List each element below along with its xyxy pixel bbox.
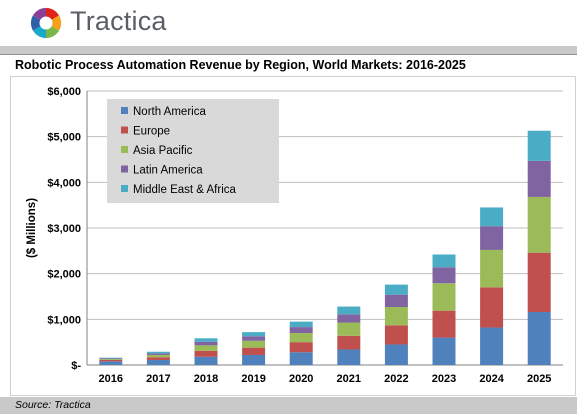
chart-title: Robotic Process Automation Revenue by Re… <box>15 58 466 72</box>
bar-segment <box>527 312 551 365</box>
bar-segment <box>527 160 551 197</box>
bar-segment <box>194 350 218 357</box>
bar-segment <box>384 294 408 308</box>
bar-segment <box>289 342 313 353</box>
header: Tractica <box>0 0 577 46</box>
bar-segment <box>99 359 123 362</box>
bar-segment <box>194 338 218 342</box>
bar-segment <box>242 332 266 337</box>
bar-segment <box>242 354 266 365</box>
x-tick-label: 2024 <box>479 373 504 385</box>
bar-segment <box>480 287 504 328</box>
x-tick-label: 2016 <box>99 373 123 385</box>
legend-swatch <box>121 107 128 114</box>
y-axis-title: ($ Millions) <box>26 198 38 258</box>
y-tick-label: $6,000 <box>47 86 81 98</box>
brand-name: Tractica <box>70 6 167 36</box>
bar-segment <box>242 336 266 341</box>
y-tick-label: $4,000 <box>47 177 81 189</box>
x-tick-label: 2018 <box>194 373 218 385</box>
y-tick-label: $- <box>71 360 81 372</box>
bar-segment <box>289 333 313 343</box>
bar-segment <box>146 354 170 358</box>
y-tick-label: $2,000 <box>47 269 81 281</box>
chart-area: $- $1,000 $2,000 $3,000 $4,000 $5,000 $6,000 ($… <box>10 76 576 396</box>
legend-label: North America <box>133 106 206 118</box>
y-tick-label: $3,000 <box>47 223 81 235</box>
bar-segment <box>146 359 170 365</box>
bar-segment <box>242 347 266 355</box>
bar-segment <box>99 361 123 365</box>
legend-label: Middle East & Africa <box>133 184 237 196</box>
y-tick-label: $1,000 <box>47 314 81 326</box>
bar-segment <box>480 207 504 227</box>
legend-box <box>107 99 279 203</box>
bar-segment <box>337 322 361 336</box>
stacked-bar-chart: $- $1,000 $2,000 $3,000 $4,000 $5,000 $6,000 ($… <box>26 86 563 385</box>
bar-segment <box>384 307 408 326</box>
bar-segment <box>384 284 408 295</box>
bar-segment <box>99 357 123 359</box>
bar-segment <box>432 267 456 284</box>
bar-segment <box>432 310 456 338</box>
bar-segment <box>480 226 504 250</box>
legend-label: Latin America <box>133 165 203 177</box>
bar-segment <box>289 352 313 365</box>
bar-segment <box>527 252 551 313</box>
bar-segment <box>337 335 361 350</box>
y-tick-label: $5,000 <box>47 132 81 144</box>
x-tick-label: 2019 <box>241 373 265 385</box>
bar-segment <box>146 351 170 354</box>
bar-segment <box>432 283 456 311</box>
bar-segment <box>527 130 551 161</box>
x-tick-label: 2020 <box>289 373 313 385</box>
bar-segment <box>194 356 218 365</box>
header-divider <box>0 46 577 54</box>
x-tick-label: 2022 <box>384 373 408 385</box>
bar-segment <box>99 358 123 360</box>
header-divider-line <box>0 54 577 55</box>
bar-segment <box>337 349 361 365</box>
legend-swatch <box>121 165 128 173</box>
x-tick-label: 2023 <box>432 373 456 385</box>
bar-segment <box>527 196 551 253</box>
bar-segment <box>432 337 456 365</box>
bar-segment <box>146 357 170 360</box>
tractica-logo-icon <box>30 7 62 39</box>
bar-segment <box>146 353 170 355</box>
bar-segment <box>480 327 504 365</box>
bar-segment <box>384 325 408 345</box>
bar-segment <box>384 344 408 365</box>
x-tick-label: 2017 <box>146 373 170 385</box>
legend-swatch <box>121 126 128 134</box>
bar-segment <box>194 345 218 351</box>
bar-segment <box>480 249 504 288</box>
bar-segment <box>99 359 123 360</box>
bar-segment <box>242 340 266 348</box>
bar-segment <box>337 314 361 323</box>
legend-swatch <box>121 185 128 192</box>
bar-segment <box>289 321 313 328</box>
legend-swatch <box>121 146 128 153</box>
legend-label: Asia Pacific <box>133 145 193 157</box>
x-tick-label: 2025 <box>527 373 551 385</box>
x-tick-label: 2021 <box>337 373 361 385</box>
bar-segment <box>289 327 313 334</box>
bar-segment <box>194 341 218 346</box>
source-note: Source: Tractica <box>15 399 91 411</box>
footer: Source: Tractica <box>0 397 577 414</box>
bar-segment <box>337 306 361 315</box>
bar-segment <box>432 254 456 268</box>
legend-label: Europe <box>133 126 170 138</box>
